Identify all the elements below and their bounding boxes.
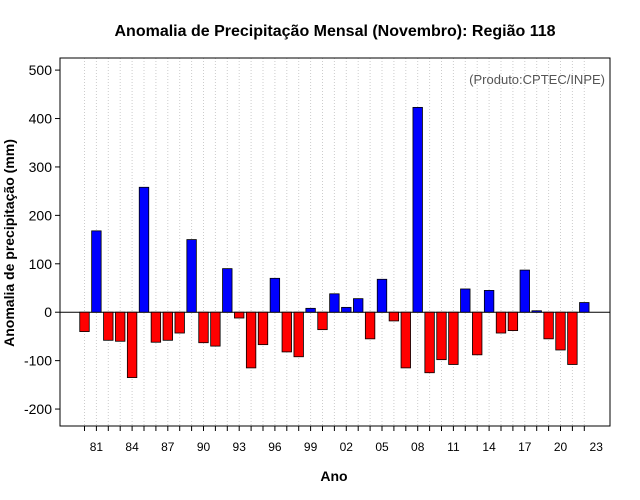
y-tick-label: 500: [29, 62, 53, 78]
bar-2016: [507, 311, 519, 332]
x-tick-label: 90: [197, 440, 211, 454]
bar-2018: [531, 310, 542, 313]
bar-1998: [293, 311, 304, 358]
x-tick-label: 23: [590, 440, 604, 454]
x-axis: 81 84 87 90 93 96 99 02 05 08 11 14 17 20 23: [84, 426, 604, 454]
bar-1997: [281, 311, 292, 353]
bar-2017: [519, 269, 530, 313]
bar-1988: [174, 311, 185, 334]
x-tick-label: 20: [554, 440, 568, 454]
bar-1995: [257, 311, 269, 346]
bar-2003: [353, 298, 364, 313]
bar-1992: [222, 268, 233, 313]
bar-2021: [567, 311, 578, 365]
x-tick-label: 08: [411, 440, 425, 454]
y-tick-label: 0: [44, 304, 52, 320]
bar-2004: [364, 311, 376, 340]
bar-2001: [329, 293, 340, 313]
y-tick-label: 300: [29, 159, 53, 175]
bar-2011: [448, 311, 459, 365]
x-tick-label: 17: [518, 440, 532, 454]
bar-2015: [495, 311, 507, 334]
bar-2022: [579, 302, 590, 313]
grid-lines: [84, 58, 585, 426]
bar-2009: [424, 311, 435, 374]
y-tick-label: 100: [29, 256, 53, 272]
bar-2005: [376, 278, 388, 313]
x-axis-label: Ano: [320, 468, 347, 484]
plot-frame: [59, 57, 611, 427]
x-tick-label: 14: [482, 440, 496, 454]
bar-2012: [460, 288, 471, 313]
bar-2014: [483, 290, 495, 313]
bar-1983: [115, 311, 126, 342]
bar-1980: [79, 311, 90, 332]
x-tick-label: 11: [447, 440, 460, 454]
bar-1982: [103, 311, 114, 341]
bar-2008: [412, 106, 423, 313]
x-tick-label: 99: [304, 440, 318, 454]
bar-1996: [269, 277, 281, 313]
y-tick-label: 400: [29, 111, 53, 127]
bar-2010: [436, 311, 447, 361]
bar-2019: [543, 311, 554, 340]
y-axis: -200 -100 0 100 200 300 400 500: [24, 62, 60, 417]
credit-annotation: (Produto:CPTEC/INPE): [469, 72, 605, 87]
bar-1987: [162, 311, 173, 341]
y-tick-label: -200: [24, 401, 52, 417]
y-tick-label: -100: [24, 353, 52, 369]
bars: [79, 106, 590, 378]
x-tick-label: 81: [90, 440, 104, 454]
bar-1991: [210, 311, 221, 347]
x-tick-label: 05: [375, 440, 389, 454]
bar-2013: [472, 311, 483, 356]
bar-1984: [126, 311, 138, 378]
x-tick-label: 02: [340, 440, 354, 454]
bar-1993: [234, 311, 245, 319]
bar-2000: [317, 311, 328, 331]
x-tick-label: 93: [233, 440, 247, 454]
bar-1986: [150, 311, 162, 343]
x-tick-label: 84: [125, 440, 139, 454]
bar-1999: [305, 307, 316, 313]
bar-2020: [555, 311, 566, 351]
bar-1981: [91, 230, 102, 313]
y-tick-label: 200: [29, 207, 53, 223]
x-tick-label: 96: [268, 440, 282, 454]
chart-title: Anomalia de Precipitação Mensal (Novembr…: [114, 23, 555, 40]
bar-1985: [138, 186, 150, 313]
x-tick-label: 87: [161, 440, 175, 454]
y-axis-label: Anomalia de precipitação (mm): [1, 139, 17, 347]
bar-1990: [198, 311, 209, 344]
bar-1994: [245, 311, 257, 369]
bar-2002: [341, 306, 352, 313]
bar-1989: [186, 239, 197, 313]
bar-2006: [388, 311, 400, 322]
bar-2007: [400, 311, 411, 369]
